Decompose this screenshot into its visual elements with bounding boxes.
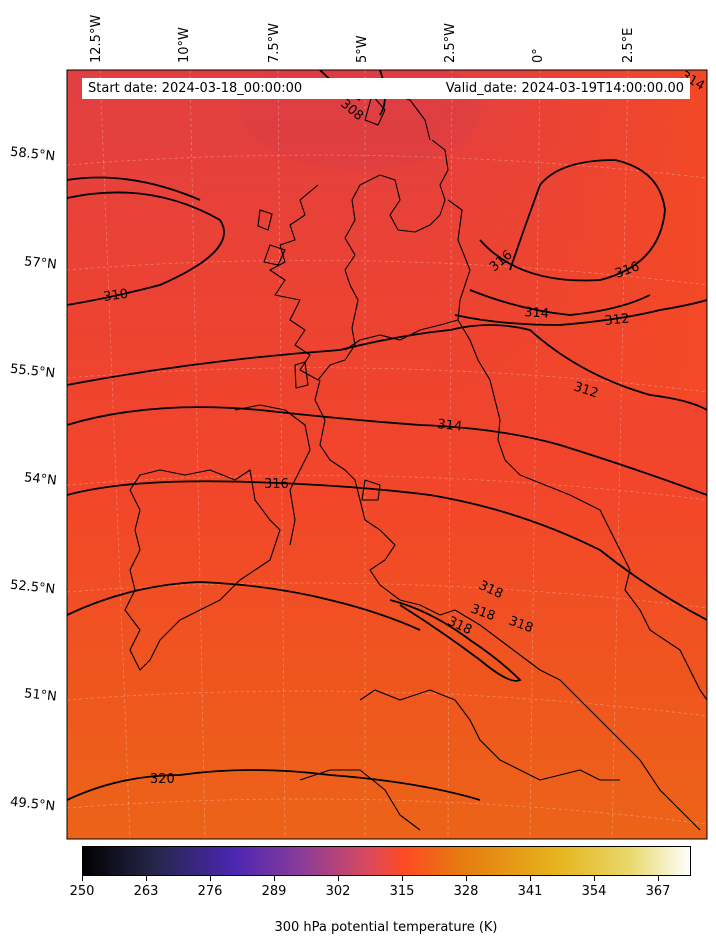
lon-label: 2.5°E <box>621 27 636 63</box>
contour-312-east <box>454 299 707 326</box>
contour-label: 312 <box>572 380 600 402</box>
map-frame <box>66 69 708 840</box>
lon-label: 12.5°W <box>89 14 104 63</box>
contour-316-main <box>67 480 707 621</box>
colorbar-tick <box>658 876 659 881</box>
colorbar-tick-label: 276 <box>197 884 223 899</box>
contour-320 <box>67 769 481 801</box>
valid-date: Valid_date: 2024-03-19T14:00:00.00 <box>445 81 684 96</box>
colorbar-tick-label: 289 <box>261 884 287 899</box>
contour-314 <box>67 406 707 496</box>
contour-label: 314 <box>524 305 550 322</box>
lon-label: 2.5°W <box>443 22 458 63</box>
contour-label: 320 <box>150 772 175 787</box>
lon-label: 10°W <box>177 27 192 63</box>
colorbar-tick-label: 328 <box>453 884 479 899</box>
date-info-box: Start date: 2024-03-18_00:00:00 Valid_da… <box>82 78 690 99</box>
contour-label: 316 <box>264 477 289 492</box>
contour-310b <box>67 176 201 201</box>
contour-318 <box>67 581 421 631</box>
lon-label: 0° <box>531 48 546 63</box>
colorbar-tick-label: 250 <box>69 884 95 899</box>
colorbar-tick <box>146 876 147 881</box>
colorbar-tick-label: 367 <box>645 884 671 899</box>
colorbar-tick <box>466 876 467 881</box>
coastlines <box>124 94 707 831</box>
start-date: Start date: 2024-03-18_00:00:00 <box>88 81 303 96</box>
contour-label: 310 <box>102 287 129 305</box>
lon-label: 7.5°W <box>267 22 282 63</box>
contour-312-west <box>67 324 707 411</box>
colorbar-tick <box>402 876 403 881</box>
contours <box>67 70 707 801</box>
contour-316-ne <box>479 159 666 282</box>
colorbar-tick-label: 302 <box>325 884 351 899</box>
contour-310 <box>67 191 225 306</box>
contour-label: 312 <box>604 311 630 329</box>
contour-318-b <box>389 599 522 682</box>
contour-314-north <box>469 289 651 316</box>
colorbar-gradient <box>82 846 691 876</box>
colorbar-tick <box>210 876 211 881</box>
colorbar-tick <box>82 876 83 881</box>
colorbar-tick-label: 341 <box>517 884 543 899</box>
colorbar-tick-label: 263 <box>133 884 159 899</box>
colorbar-tick-label: 354 <box>581 884 607 899</box>
colorbar-tick <box>274 876 275 881</box>
colorbar-tick <box>530 876 531 881</box>
colorbar-tick <box>338 876 339 881</box>
contour-label: 314 <box>437 417 463 435</box>
lon-label: 5°W <box>355 35 370 63</box>
colorbar <box>82 846 691 876</box>
colorbar-tick-label: 315 <box>389 884 415 899</box>
colorbar-title: 300 hPa potential temperature (K) <box>274 920 498 935</box>
colorbar-tick <box>594 876 595 881</box>
